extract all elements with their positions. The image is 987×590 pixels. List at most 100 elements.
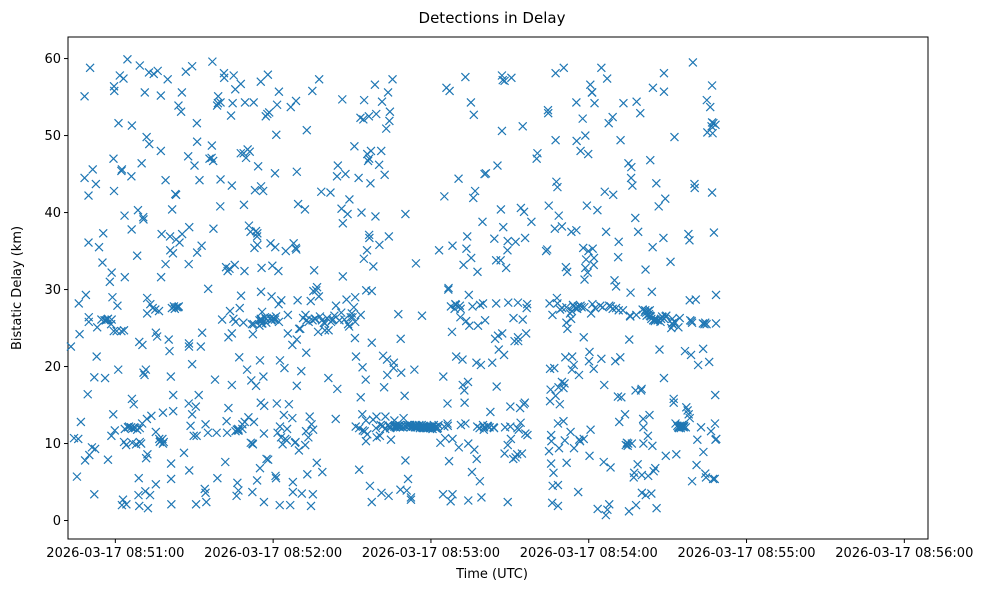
data-point — [638, 414, 648, 424]
data-point — [287, 413, 297, 423]
data-point — [127, 225, 137, 234]
data-point — [134, 473, 144, 483]
data-point — [461, 316, 471, 326]
data-point — [417, 311, 427, 321]
data-point — [148, 303, 158, 313]
data-point — [176, 107, 186, 117]
data-point — [281, 246, 291, 256]
data-point — [157, 229, 167, 239]
data-point — [84, 238, 93, 247]
data-point — [454, 442, 464, 452]
data-point — [384, 116, 394, 126]
data-point — [571, 225, 581, 235]
data-point — [444, 283, 453, 293]
data-point — [641, 265, 650, 274]
data-point — [90, 444, 100, 454]
data-point — [156, 272, 166, 282]
data-point — [175, 238, 184, 247]
data-point — [344, 322, 354, 331]
data-point — [109, 186, 119, 196]
data-point — [212, 473, 222, 483]
data-point — [98, 258, 107, 268]
data-point — [92, 322, 102, 332]
data-point — [151, 479, 161, 489]
data-point — [312, 282, 322, 292]
data-point — [585, 80, 595, 90]
data-point — [586, 425, 595, 435]
data-point — [152, 332, 162, 341]
data-point — [466, 98, 476, 107]
data-point — [604, 499, 614, 509]
data-point — [596, 63, 606, 73]
data-point — [225, 306, 235, 316]
data-point — [98, 228, 108, 238]
data-point — [259, 429, 269, 438]
data-point — [292, 381, 302, 391]
data-point — [543, 108, 553, 118]
data-point — [232, 491, 242, 501]
data-point — [129, 399, 139, 409]
data-point — [142, 414, 152, 424]
data-point — [271, 130, 281, 140]
data-point — [300, 440, 310, 450]
data-point — [89, 372, 99, 382]
data-point — [230, 260, 240, 270]
data-point — [316, 187, 326, 197]
data-point — [120, 211, 129, 221]
data-point — [685, 235, 694, 245]
data-point — [80, 456, 90, 465]
data-point — [523, 430, 532, 440]
data-point — [469, 445, 479, 455]
data-point — [294, 446, 304, 455]
data-point — [275, 422, 285, 432]
data-point — [357, 208, 366, 217]
data-point — [440, 433, 450, 443]
data-point — [443, 285, 453, 294]
data-point — [236, 291, 246, 301]
data-point — [687, 318, 697, 328]
data-point — [659, 68, 669, 78]
data-point — [645, 410, 654, 420]
data-point — [545, 298, 554, 308]
data-point — [359, 95, 369, 105]
data-point — [174, 101, 183, 110]
data-point — [136, 439, 146, 448]
data-point — [187, 61, 197, 71]
data-point — [438, 372, 448, 381]
data-point — [374, 240, 384, 250]
data-point — [401, 209, 410, 219]
data-point — [583, 149, 593, 159]
data-point — [135, 61, 145, 70]
data-point — [661, 311, 671, 321]
data-point — [500, 76, 509, 86]
data-point — [680, 346, 690, 356]
data-point — [599, 380, 609, 390]
x-tick-label: 2026-03-17 08:56:00 — [835, 546, 973, 561]
data-point — [396, 368, 406, 378]
data-point — [652, 503, 662, 513]
data-point — [509, 313, 518, 323]
data-point — [582, 201, 592, 211]
data-point — [458, 380, 468, 390]
data-point — [80, 91, 89, 101]
data-point — [381, 124, 391, 134]
data-point — [361, 375, 371, 385]
data-point — [270, 242, 280, 252]
data-point — [108, 292, 117, 302]
data-point — [106, 431, 116, 441]
data-point — [293, 199, 303, 209]
data-point — [571, 98, 581, 107]
data-point — [434, 245, 444, 255]
y-tick-label: 20 — [44, 360, 61, 375]
data-point — [172, 302, 182, 312]
data-point — [258, 186, 268, 196]
data-point — [411, 258, 421, 268]
x-tick-label: 2026-03-17 08:53:00 — [362, 546, 500, 561]
data-point — [608, 190, 618, 200]
data-point — [143, 503, 153, 513]
data-point — [511, 237, 521, 247]
data-point — [367, 338, 377, 348]
data-point — [475, 476, 485, 486]
x-tick-label: 2026-03-17 08:52:00 — [204, 546, 342, 561]
data-point — [197, 241, 207, 251]
